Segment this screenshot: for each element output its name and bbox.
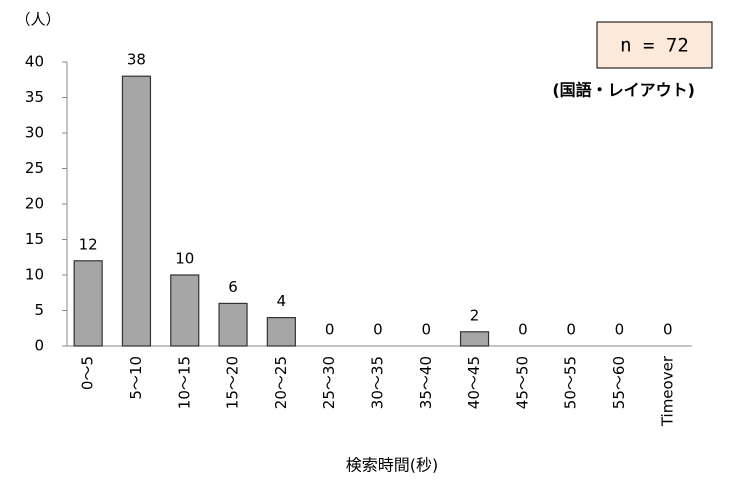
value-label: 10 [175, 250, 194, 268]
note-box [596, 21, 713, 69]
value-label: 6 [228, 278, 238, 296]
y-tick-label: 35 [25, 88, 44, 106]
x-tick-label: 15～20 [224, 356, 242, 409]
bar [459, 331, 490, 347]
x-tick-label: 50～55 [562, 356, 580, 409]
x-tick-label: 55～60 [610, 356, 628, 409]
note: n = 72 [620, 35, 689, 57]
x-tick-label: 20～25 [272, 356, 290, 409]
bar [170, 274, 200, 347]
x-tick-label: 5～10 [127, 356, 145, 400]
y-tick-label: 30 [25, 124, 44, 142]
x-tick-label: 35～40 [417, 356, 435, 409]
y-tick-label: 10 [25, 266, 44, 284]
x-axis-label: 検索時間(秒) [346, 456, 439, 475]
value-label: 0 [518, 321, 528, 339]
subtitle: (国語・レイアウト) [552, 81, 695, 100]
y-tick-label: 15 [25, 230, 44, 248]
x-tick-label: 0～5 [79, 356, 97, 390]
value-label: 0 [373, 321, 383, 339]
y-tick-label: 5 [34, 301, 44, 319]
y-tick-label: 0 [34, 337, 44, 355]
x-tick-label: Timeover [658, 355, 676, 427]
x-tick-label: 30～35 [368, 356, 386, 409]
y-tick-label: 20 [25, 195, 44, 213]
x-tick-label: 40～45 [465, 356, 483, 409]
x-tick-label: 45～50 [513, 356, 531, 409]
x-tick-label: 25～30 [320, 356, 338, 409]
bar [73, 260, 103, 347]
y-tick-label: 40 [25, 53, 44, 71]
bar [266, 317, 296, 347]
x-tick-label: 10～15 [175, 356, 193, 409]
value-label: 0 [615, 321, 625, 339]
value-label: 38 [127, 51, 146, 69]
value-label: 4 [277, 292, 287, 310]
value-label: 2 [470, 306, 480, 324]
value-label: 0 [421, 321, 431, 339]
bar [218, 302, 248, 347]
value-label: 0 [566, 321, 576, 339]
y-unit: （人） [15, 11, 60, 29]
bar [121, 75, 152, 347]
value-label: 12 [79, 235, 98, 253]
value-label: 0 [325, 321, 335, 339]
y-tick-label: 25 [25, 159, 44, 177]
value-label: 0 [663, 321, 673, 339]
